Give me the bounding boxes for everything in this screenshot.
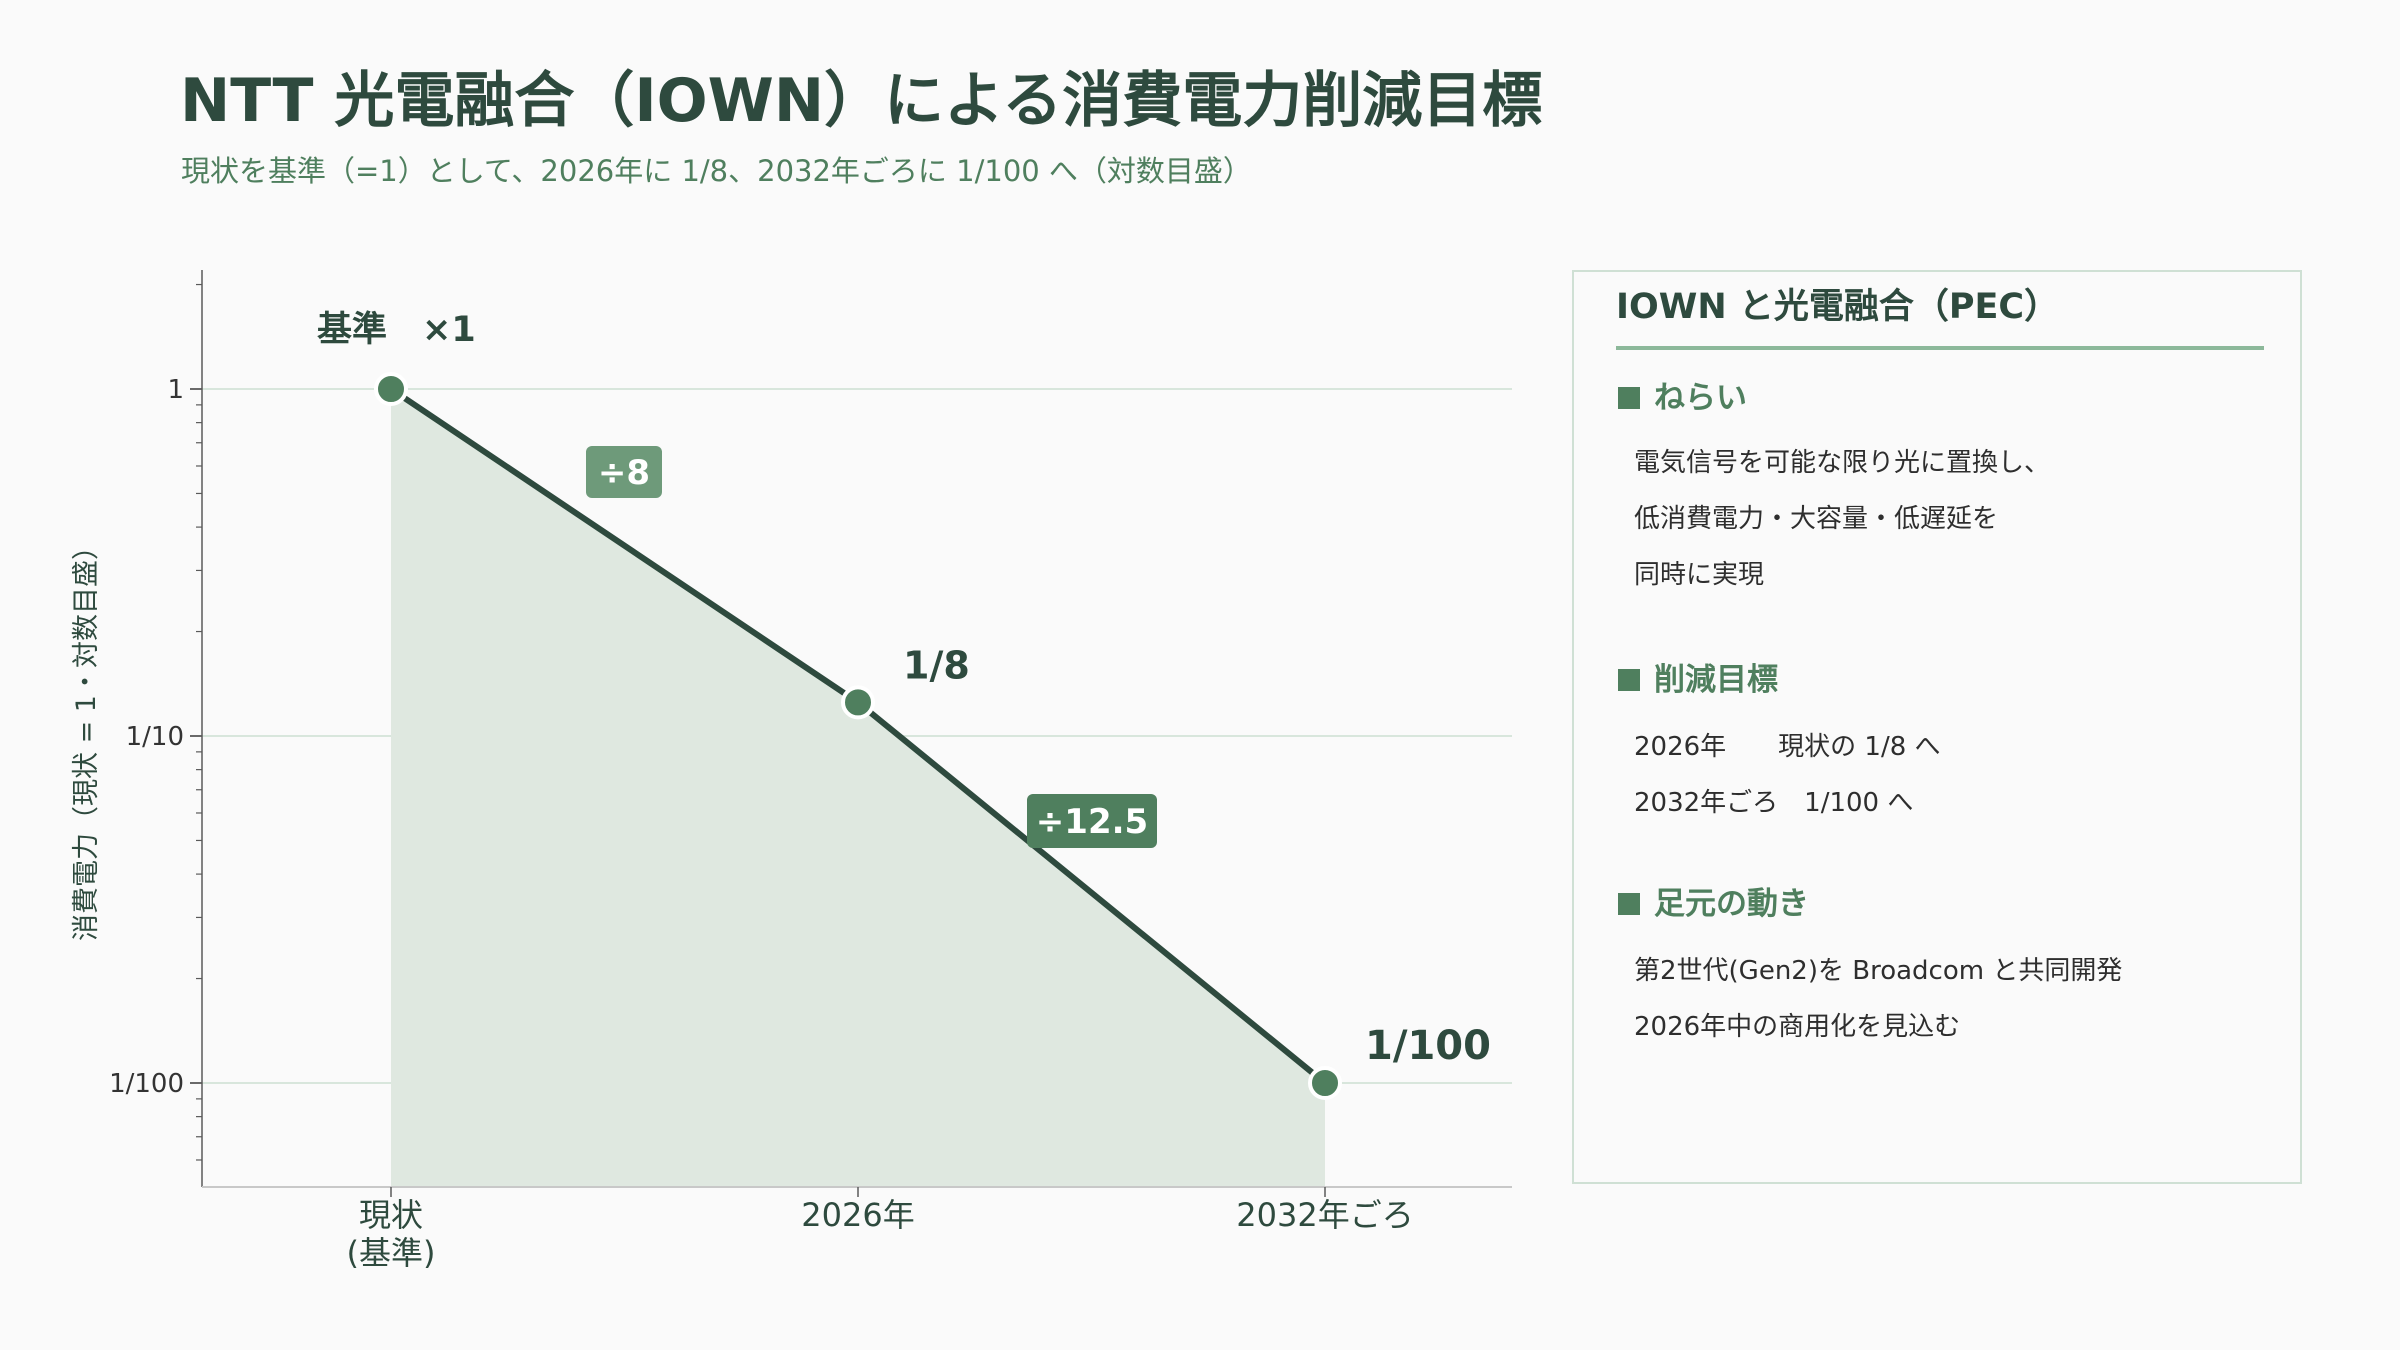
panel-title: IOWN と光電融合（PEC） [1616,287,2060,327]
section-heading-target: 削減目標 [1618,654,1778,699]
point-label-2: 1/100 [1365,1023,1491,1069]
info-panel: IOWN と光電融合（PEC） ねらい 電気信号を可能な限り光に置換し、 低消費… [1572,270,2302,1184]
data-point-1 [841,685,875,720]
page-subtitle: 現状を基準（=1）として、2026年に 1/8、2032年ごろに 1/100 へ… [181,154,1252,188]
section-target-line-2: 2032年ごろ 1/100 へ [1634,788,1914,818]
y-tick-label-0: 1 [167,375,184,405]
square-bullet-icon [1618,387,1640,409]
power-reduction-chart: 1 1/10 1/100 消費電力（現状 = 1・対数目盛） 現状(基準) 2026年 20… [71,270,1512,1272]
y-tick-label-2: 1/100 [109,1069,184,1099]
data-point-2 [1308,1066,1342,1100]
step-badge-1 [1027,794,1157,848]
axis-layer: 1 1/10 1/100 消費電力（現状 = 1・対数目盛） 現状(基準) 2026年 20… [71,270,1512,1272]
section-aim-line-1: 電気信号を可能な限り光に置換し、 [1634,448,2051,478]
section-recent-line-1: 第2世代(Gen2)を Broadcom と共同開発 [1634,956,2123,986]
y-tick-label-1: 1/10 [126,722,184,752]
square-bullet-icon [1618,893,1640,915]
panel-divider [1616,346,2264,350]
label-layer: 基準 ×1 1/8 1/100 ÷8 ÷12.5 [317,310,1491,1069]
step-badge-label-0: ÷8 [598,453,650,493]
section-heading-recent: 足元の動き [1618,878,1809,923]
square-bullet-icon [1618,669,1640,691]
y-axis-title: 消費電力（現状 = 1・対数目盛） [71,533,102,941]
area-layer [391,389,1325,1187]
step-badge-label-1: ÷12.5 [1036,802,1148,842]
data-point-0 [374,372,408,406]
x-tick-label-0: 現状(基準) [347,1196,436,1272]
line-layer [374,372,1342,1100]
point-label-0: 基準 ×1 [317,310,476,350]
section-aim-line-3: 同時に実現 [1634,560,1765,590]
page-title: NTT 光電融合（IOWN）による消費電力削減目標 [180,66,1543,136]
section-target-line-1: 2026年 現状の 1/8 へ [1634,732,1941,762]
point-label-1: 1/8 [903,643,970,687]
area-fill [391,389,1325,1187]
section-heading-aim: ねらい [1618,372,1747,417]
section-aim-line-2: 低消費電力・大容量・低遅延を [1634,504,1999,534]
section-recent-line-2: 2026年中の商用化を見込む [1634,1012,1961,1042]
step-badge-0 [586,446,662,498]
x-tick-label-1: 2026年 [801,1196,914,1234]
x-tick-label-2: 2032年ごろ [1236,1196,1413,1234]
